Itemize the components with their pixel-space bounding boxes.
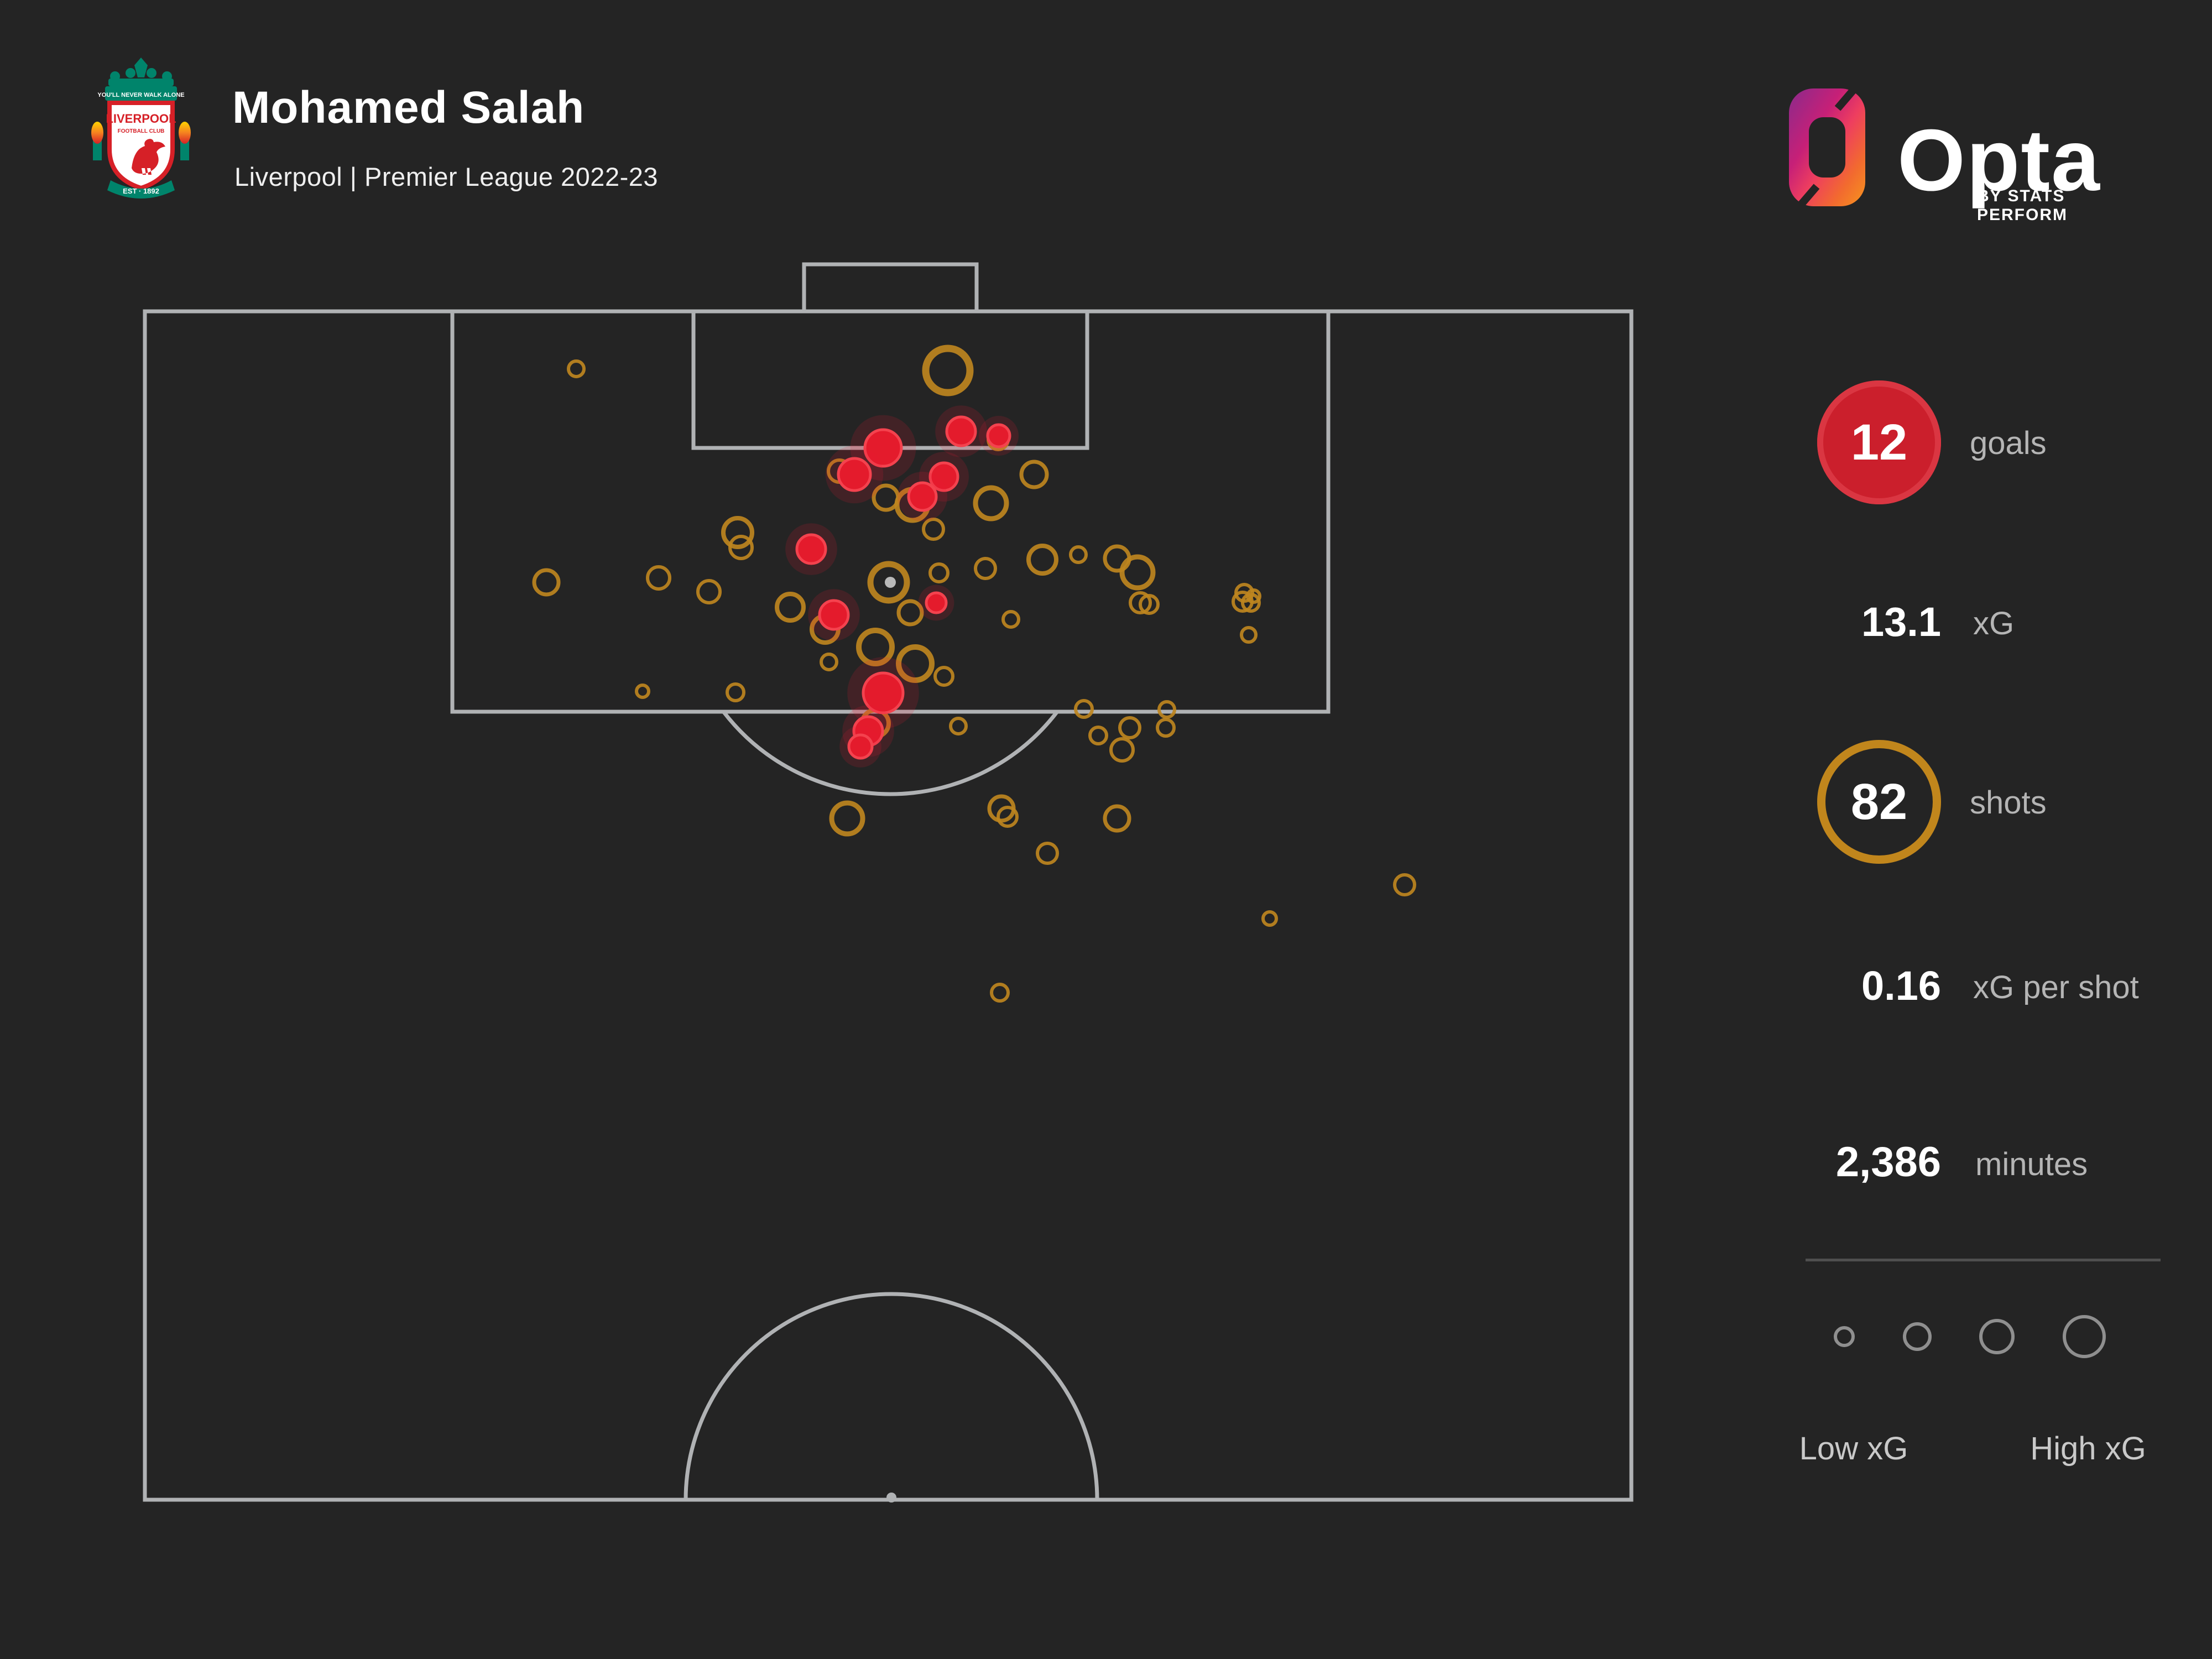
shots-label: shots xyxy=(1970,785,2047,821)
goals-badge: 12 xyxy=(1817,380,1941,504)
opta-logo: Opta BY STATS PERFORM xyxy=(1789,88,2154,224)
shot-markers-gold xyxy=(532,345,1416,1003)
crest-motto: YOU'LL NEVER WALK ALONE xyxy=(97,92,184,98)
page-title: Mohamed Salah xyxy=(232,82,585,133)
legend-high-label: High xG xyxy=(2030,1431,2146,1467)
goal-markers-red xyxy=(785,405,1019,768)
opta-wordmark: Opta xyxy=(1897,112,2101,209)
legend-circle-1 xyxy=(1834,1326,1855,1347)
xg-per-shot-label: xG per shot xyxy=(1973,969,2139,1005)
goals-label: goals xyxy=(1970,425,2047,461)
page-subtitle: Liverpool | Premier League 2022-23 xyxy=(234,162,659,191)
legend-low-label: Low xG xyxy=(1799,1431,1908,1467)
xg-per-shot-value: 0.16 xyxy=(1861,963,1941,1009)
shots-value: 82 xyxy=(1850,773,1908,830)
legend-circle-3 xyxy=(1979,1319,2015,1354)
legend-circle-2 xyxy=(1902,1322,1932,1351)
xg-label: xG xyxy=(1973,606,2015,641)
legend-circle-4 xyxy=(2062,1315,2106,1358)
opta-mark-icon xyxy=(1789,88,1865,206)
minutes-value: 2,386 xyxy=(1835,1139,1941,1186)
liverpool-crest: YOU'LL NEVER WALK ALONE LIVERPOOL FOOTBA… xyxy=(91,58,191,199)
opta-byline: BY STATS PERFORM xyxy=(1977,187,2068,224)
xg-size-legend xyxy=(1834,1300,2106,1374)
minutes-label: minutes xyxy=(1975,1146,2088,1182)
legend-divider xyxy=(1806,1259,2161,1261)
crest-established: EST · 1892 xyxy=(123,187,159,195)
shots-badge: 82 xyxy=(1817,740,1941,864)
crest-club-sub: FOOTBALL CLUB xyxy=(118,128,165,134)
crest-club-name: LIVERPOOL xyxy=(106,112,176,126)
goals-value: 12 xyxy=(1850,414,1908,471)
pitch-spots xyxy=(885,577,896,1503)
xg-value: 13.1 xyxy=(1861,599,1941,645)
